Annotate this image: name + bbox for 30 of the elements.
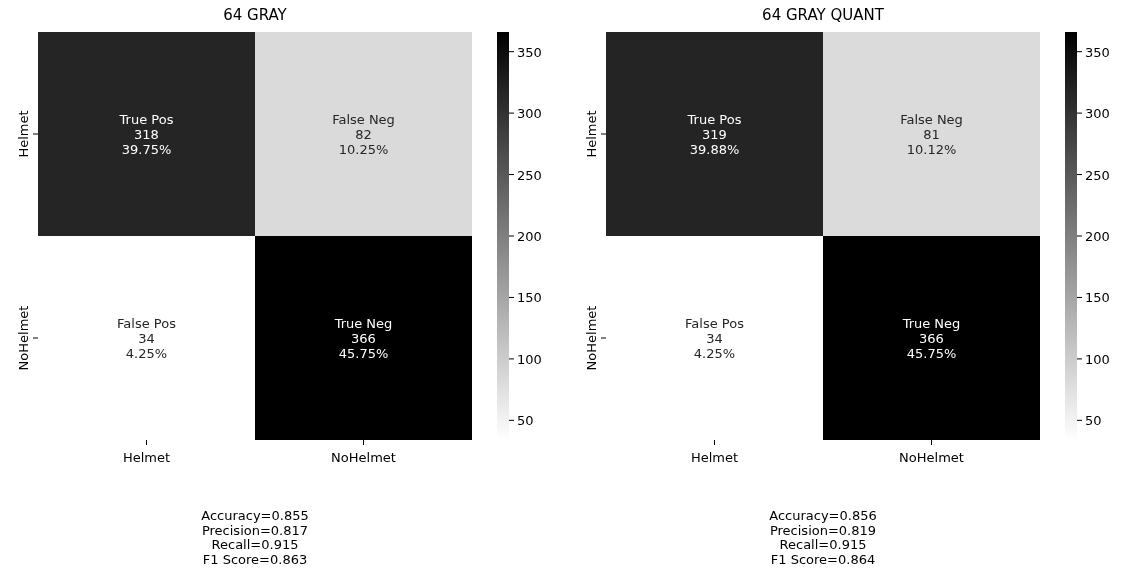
data-label: False Neg 81 10.12% [900, 112, 963, 157]
text: Accuracy=0.855 Precision=0.817 Recall=0.915 F1 Score=0.863 [201, 508, 309, 567]
color-bar-label: 300 [517, 106, 542, 122]
data-label: False Pos 34 4.25% [685, 316, 745, 361]
x-tick-label: NoHelmet [331, 450, 396, 465]
color-bar-label: 250 [517, 167, 542, 183]
x-tick-label: Helmet [690, 450, 739, 465]
color-bar-label: 150 [1085, 290, 1110, 306]
data-label: False Neg 82 10.25% [332, 112, 395, 157]
data-label: True Neg 366 45.75% [901, 316, 961, 361]
x-tick-label: Helmet [122, 450, 171, 465]
chart-title: 64 GRAY [223, 6, 288, 24]
color-bar-label: 50 [517, 413, 534, 429]
color-bar-label: 100 [1085, 351, 1110, 367]
color-bar-label: 300 [1085, 106, 1110, 122]
color-bar-label: 350 [1085, 44, 1110, 60]
color-bar-label: 200 [1085, 229, 1110, 244]
data-label: True Neg 366 45.75% [333, 316, 393, 361]
text: Accuracy=0.856 Precision=0.819 Recall=0.915 F1 Score=0.864 [769, 508, 877, 567]
color-bar-label: 250 [1085, 167, 1110, 183]
color-bar-label: 150 [517, 290, 542, 306]
color-bar-label: 350 [517, 44, 542, 60]
chart-title: 64 GRAY QUANT [762, 6, 885, 24]
x-tick-label: NoHelmet [899, 450, 964, 465]
data-label: False Pos 34 4.25% [117, 316, 177, 361]
color-bar-label: 50 [1085, 413, 1102, 429]
color-bar-label: 200 [517, 229, 542, 244]
data-label: True Pos 318 39.75% [118, 112, 174, 157]
color-bar-label: 100 [517, 351, 542, 367]
data-label: True Pos 319 39.88% [686, 112, 742, 157]
